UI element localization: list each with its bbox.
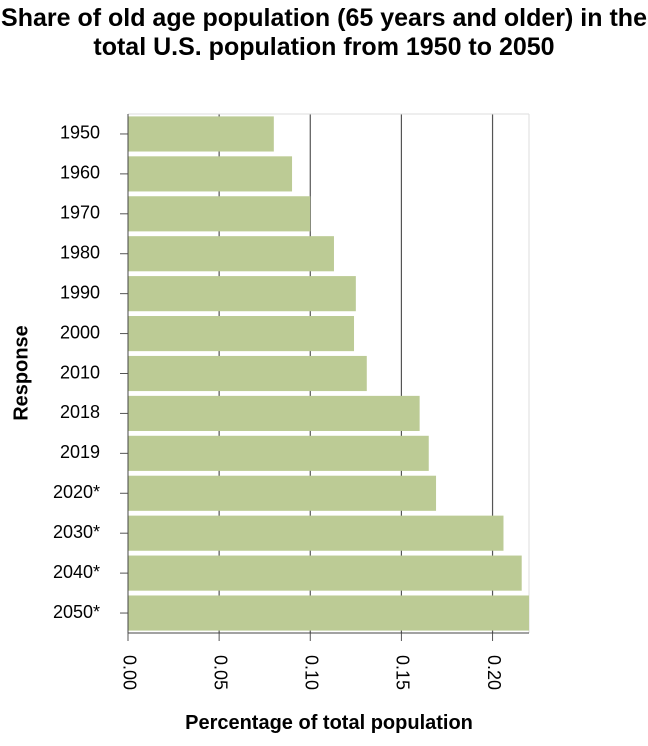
- x-tick-label: 0.15: [393, 655, 413, 690]
- y-tick-label: 1970: [60, 203, 100, 223]
- bar-2020-projected: [128, 475, 437, 511]
- x-tick-label: 0.10: [302, 655, 322, 690]
- y-tick-label: 2000: [60, 322, 100, 342]
- y-tick-label: 1960: [60, 163, 100, 183]
- y-tick-label: 1980: [60, 242, 100, 262]
- x-axis-label: Percentage of total population: [185, 712, 473, 734]
- y-tick-label: 2020*: [53, 482, 100, 502]
- x-tick-label: 0.00: [119, 655, 139, 690]
- y-tick-label: 1950: [60, 123, 100, 143]
- y-tick-label: 2019: [60, 442, 100, 462]
- bar-2050-projected: [128, 595, 529, 631]
- bar-1950: [128, 116, 274, 152]
- y-tick-label: 2018: [60, 402, 100, 422]
- y-tick-label: 2010: [60, 362, 100, 382]
- bar-1970: [128, 196, 311, 232]
- y-tick-label: 2030*: [53, 522, 100, 542]
- y-tick-label: 2050*: [53, 602, 100, 622]
- bar-2010: [128, 355, 367, 392]
- axes: 0.00 0.05 0.10 0.15 0.20 1950 1960 1970 1980 1990…: [53, 114, 529, 690]
- x-tick-label: 0.20: [484, 655, 504, 690]
- y-tick-label: 1990: [60, 282, 100, 302]
- x-tick-label: 0.05: [210, 655, 230, 690]
- bar-2000: [128, 316, 355, 352]
- bar-1960: [128, 156, 293, 192]
- bar-2030-projected: [128, 515, 504, 551]
- bar-1980: [128, 236, 334, 272]
- bar-2019: [128, 435, 429, 471]
- bars: [128, 116, 529, 631]
- bar-2040-projected: [128, 555, 522, 591]
- y-tick-label: 2040*: [53, 562, 100, 582]
- bar-1990: [128, 276, 356, 312]
- chart-title: Share of old age population (65 years an…: [1, 4, 647, 61]
- bar-2018: [128, 395, 420, 431]
